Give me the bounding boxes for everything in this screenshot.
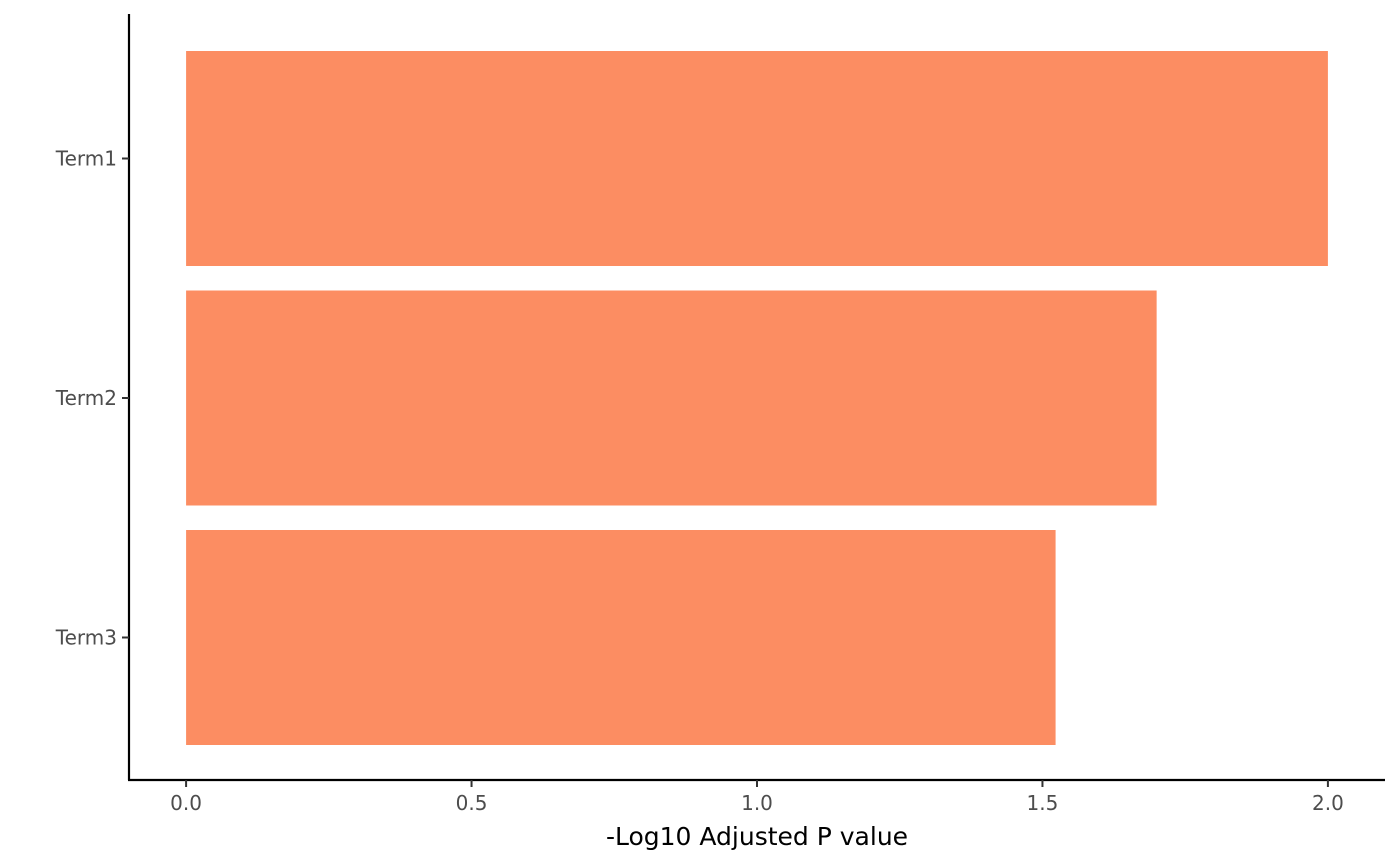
x-tick-label: 1.0 bbox=[741, 791, 773, 815]
x-tick-label: 0.5 bbox=[456, 791, 488, 815]
x-axis: 0.0 0.5 1.0 1.5 2.0 bbox=[128, 778, 1385, 815]
x-tick-label: 0.0 bbox=[170, 791, 202, 815]
bar-term3 bbox=[186, 530, 1056, 745]
y-axis: Term1 Term2 Term3 bbox=[55, 14, 131, 780]
bar-term1 bbox=[186, 51, 1328, 266]
y-tick-label: Term3 bbox=[55, 626, 117, 650]
y-tick-label: Term2 bbox=[55, 386, 117, 410]
bar-term2 bbox=[186, 290, 1157, 506]
bars-group bbox=[186, 51, 1328, 745]
y-tick-label: Term1 bbox=[55, 147, 117, 171]
x-tick-label: 1.5 bbox=[1027, 791, 1059, 815]
x-axis-title: -Log10 Adjusted P value bbox=[606, 822, 908, 851]
x-tick-label: 2.0 bbox=[1312, 791, 1344, 815]
